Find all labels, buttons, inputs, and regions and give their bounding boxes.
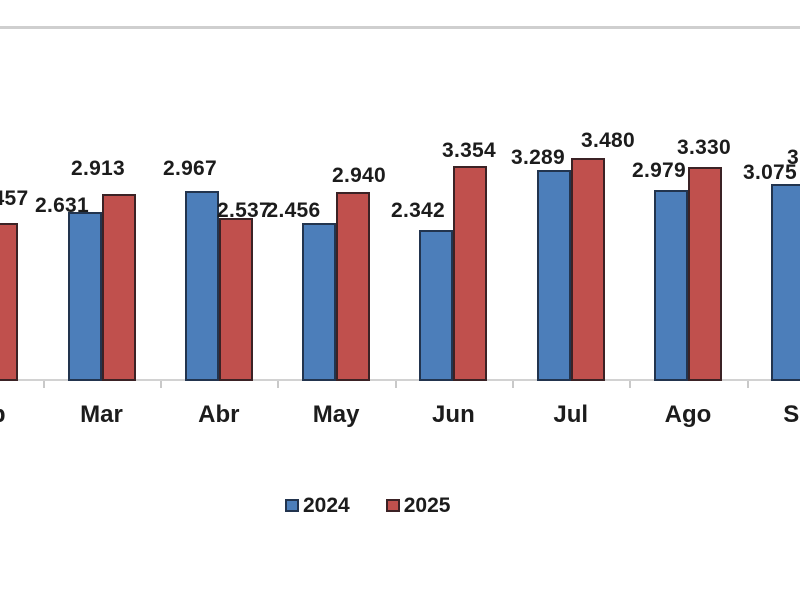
axis-tick-5 [629, 381, 632, 388]
data-label-2024-ago: 2.979 [631, 159, 687, 182]
legend: 2024 2025 [285, 495, 450, 516]
data-label-2025-may: 2.940 [331, 164, 387, 187]
data-label-2024-mar: 2.631 [34, 194, 90, 217]
data-label-2024-sep: 3.075 [742, 161, 798, 184]
data-label-2024-jul: 3.289 [510, 146, 566, 169]
bar-2025-feb [0, 223, 19, 381]
bar-2025-ago [688, 167, 722, 381]
top-divider-line [0, 26, 800, 29]
bar-2025-jun [453, 166, 488, 381]
axis-tick-2 [277, 381, 280, 388]
axis-tick-0 [42, 381, 45, 388]
bar-2025-mar [101, 194, 136, 381]
x-axis-line [0, 379, 800, 381]
bar-2024-jun [419, 230, 454, 381]
bar-2024-abr [184, 191, 219, 381]
legend-swatch-2025-icon [385, 499, 400, 512]
data-label-2025-feb: 2.457 [0, 187, 29, 210]
bar-2024-ago [654, 190, 688, 381]
axis-tick-3 [394, 381, 397, 388]
axis-tick-4 [511, 381, 514, 388]
category-label-jun: Jun [432, 401, 475, 428]
data-label-2025-abr: 2.537 [216, 199, 272, 222]
bar-2024-jul [536, 170, 571, 381]
bar-2024-mar [67, 212, 102, 381]
data-label-2024-may: 2.456 [266, 199, 321, 222]
data-label-2025-ago: 3.330 [676, 136, 732, 159]
axis-tick-6 [746, 381, 749, 388]
category-label-mar: Mar [80, 401, 123, 428]
bar-2025-jul [570, 158, 605, 381]
legend-swatch-2024-icon [285, 499, 299, 512]
category-label-jul: Jul [553, 401, 589, 428]
data-label-2025-jun: 3.354 [441, 139, 497, 162]
data-label-2025-jul: 3.480 [580, 129, 636, 152]
category-label-ago: Ago [664, 401, 712, 428]
legend-item-2024: 2024 [285, 495, 350, 516]
legend-label-2024: 2024 [303, 494, 350, 517]
category-label-feb: Feb [0, 403, 6, 427]
bar-2024-sep [771, 184, 800, 381]
data-label-2024-jun: 2.342 [390, 199, 446, 222]
data-label-2025-sep: 3. [786, 146, 800, 169]
category-label-sep: Sep [783, 401, 800, 428]
bar-2025-may [336, 192, 371, 381]
category-label-abr: Abr [198, 401, 240, 428]
legend-label-2025: 2025 [403, 494, 451, 517]
legend-item-2025: 2025 [385, 494, 451, 517]
category-label-may: May [312, 401, 360, 428]
bar-2024-may [302, 223, 337, 381]
data-label-2024-abr: 2.967 [162, 157, 218, 180]
bar-2025-abr [218, 218, 253, 381]
axis-tick-1 [160, 381, 162, 388]
data-label-2025-mar: 2.913 [70, 157, 126, 180]
